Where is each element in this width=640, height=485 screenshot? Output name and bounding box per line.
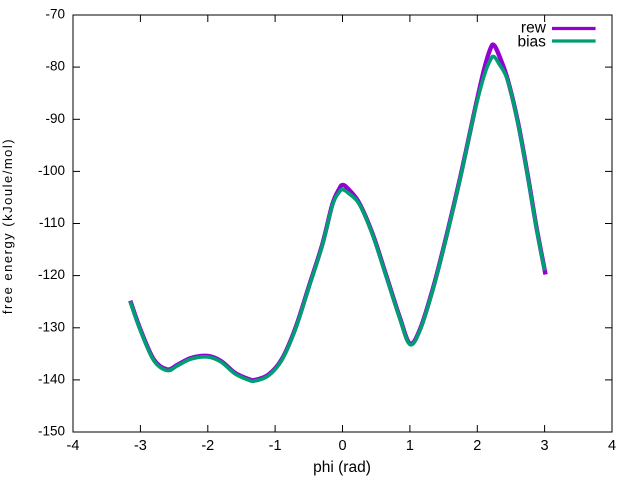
svg-text:-2: -2 — [201, 438, 214, 454]
svg-text:1: 1 — [406, 438, 414, 454]
svg-text:-1: -1 — [269, 438, 282, 454]
svg-text:-90: -90 — [45, 111, 65, 126]
svg-text:0: 0 — [338, 438, 346, 454]
svg-text:4: 4 — [608, 438, 616, 454]
svg-text:-150: -150 — [38, 424, 65, 439]
svg-text:-120: -120 — [38, 267, 65, 282]
svg-text:-130: -130 — [38, 319, 65, 334]
svg-text:-80: -80 — [45, 59, 65, 74]
svg-text:phi (rad): phi (rad) — [313, 459, 371, 476]
svg-text:free energy (kJoule/mol): free energy (kJoule/mol) — [0, 138, 15, 314]
svg-text:-100: -100 — [38, 163, 65, 178]
svg-text:3: 3 — [541, 438, 549, 454]
svg-text:-4: -4 — [67, 438, 80, 454]
svg-text:bias: bias — [517, 34, 546, 51]
svg-text:2: 2 — [473, 438, 481, 454]
svg-text:-70: -70 — [45, 7, 65, 22]
svg-text:-110: -110 — [39, 215, 65, 230]
svg-text:-140: -140 — [38, 371, 65, 386]
svg-text:-3: -3 — [134, 438, 147, 454]
